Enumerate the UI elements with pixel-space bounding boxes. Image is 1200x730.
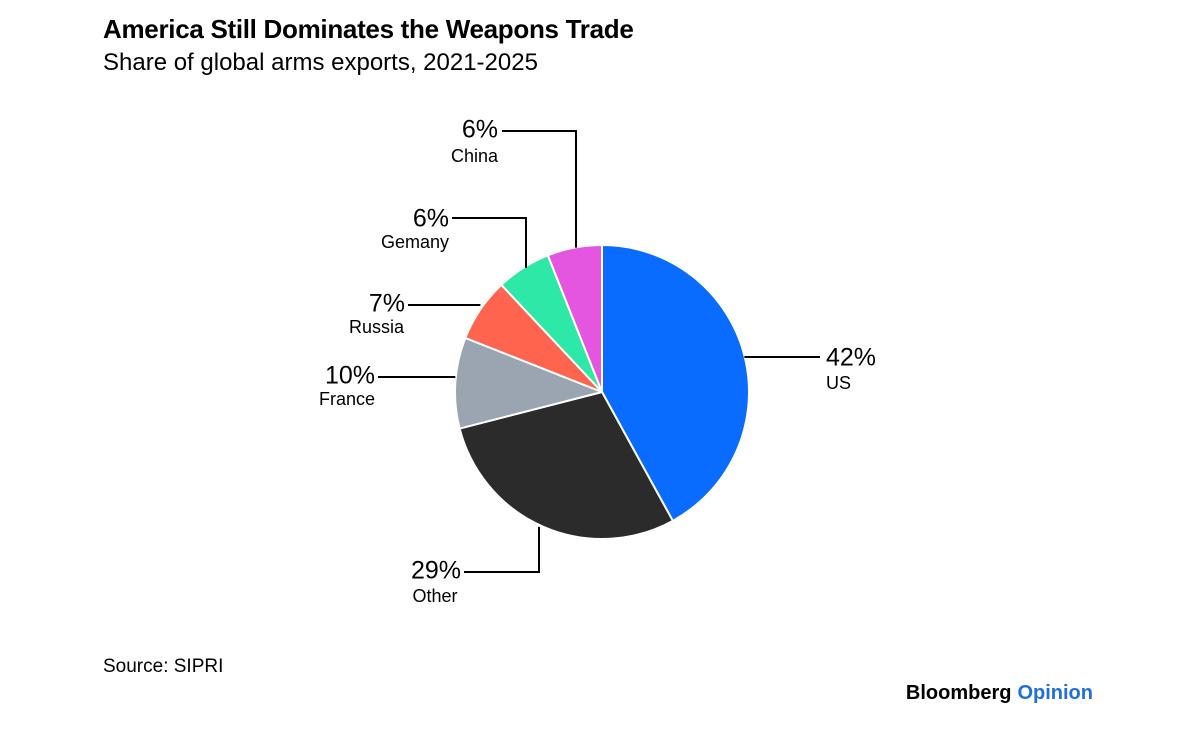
leader-line-other — [464, 526, 540, 573]
leader-line-germany — [452, 217, 527, 268]
data-label-china: 6% — [462, 116, 498, 144]
slice-name-other: Other — [412, 586, 457, 606]
data-label-russia: 7% — [369, 290, 405, 318]
pie-slice-france — [454, 336, 603, 430]
pie-slice-us — [601, 244, 750, 522]
data-label-germany: 6% — [413, 205, 449, 233]
pie-slice-other — [458, 391, 674, 540]
data-label-france: 10% — [325, 362, 375, 390]
slice-name-france: France — [319, 389, 375, 409]
data-label-us: 42% — [826, 344, 876, 372]
data-label-other: 29% — [411, 557, 461, 585]
chart-subtitle: Share of global arms exports, 2021-2025 — [103, 49, 538, 76]
brand-section: Opinion — [1017, 682, 1093, 704]
pie-slice-china — [546, 244, 603, 393]
slice-name-russia: Russia — [349, 317, 405, 337]
slice-name-china: China — [451, 146, 499, 166]
brand-name: Bloomberg — [905, 682, 1012, 704]
leader-line-china — [502, 130, 577, 248]
slice-name-us: US — [826, 373, 851, 393]
source-note: Source: SIPRI — [103, 656, 224, 677]
brand-logo: Bloomberg Opinion — [906, 682, 1093, 705]
chart-title: America Still Dominates the Weapons Trad… — [103, 14, 634, 44]
slice-name-germany: Gemany — [381, 232, 449, 252]
